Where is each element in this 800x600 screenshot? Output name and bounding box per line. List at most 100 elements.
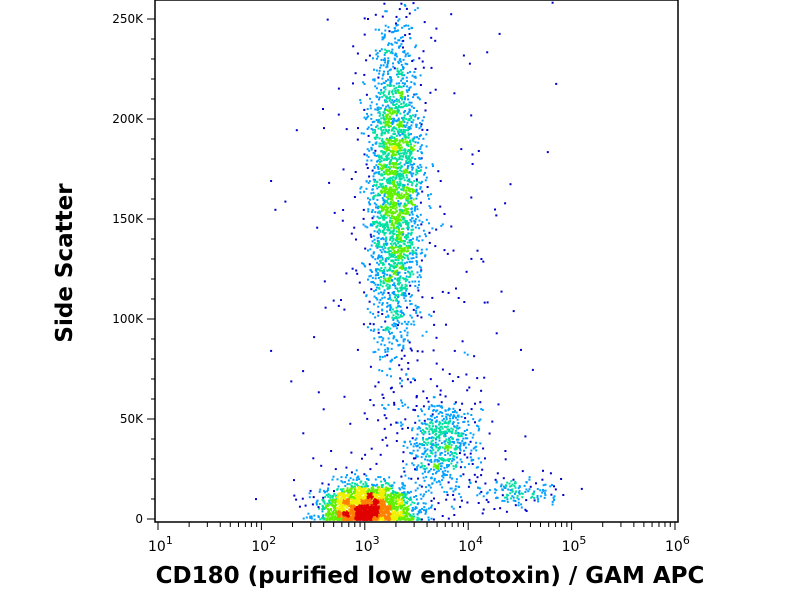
- density-point: [384, 152, 387, 155]
- density-point: [350, 494, 353, 497]
- density-point: [396, 296, 399, 299]
- density-point: [395, 15, 398, 18]
- density-point: [328, 516, 331, 519]
- density-point: [410, 207, 413, 210]
- density-point: [388, 90, 391, 93]
- density-point: [408, 178, 411, 181]
- density-point: [413, 93, 416, 96]
- density-point: [384, 512, 387, 515]
- density-point: [377, 331, 380, 334]
- density-point: [327, 483, 330, 486]
- density-point: [405, 238, 408, 241]
- density-point: [373, 282, 376, 284]
- density-point: [378, 185, 380, 188]
- density-point: [414, 206, 417, 208]
- density-point: [321, 510, 324, 513]
- density-point: [349, 488, 352, 491]
- density-point: [397, 234, 400, 237]
- density-point: [398, 487, 401, 490]
- density-point: [421, 239, 424, 242]
- density-point: [347, 495, 350, 497]
- density-point: [371, 209, 374, 211]
- density-point: [332, 506, 335, 509]
- density-point: [385, 97, 388, 100]
- density-point: [405, 160, 408, 163]
- density-point: [445, 416, 448, 418]
- density-point: [387, 489, 390, 492]
- density-point: [401, 36, 404, 39]
- density-point: [390, 31, 393, 34]
- density-point: [381, 38, 384, 41]
- density-point: [389, 79, 392, 82]
- density-point: [417, 117, 420, 119]
- density-point: [430, 315, 433, 318]
- density-point: [352, 517, 355, 520]
- density-point: [387, 229, 390, 232]
- density-point: [406, 157, 409, 160]
- density-point: [408, 299, 411, 302]
- density-point: [395, 187, 398, 190]
- density-point: [395, 186, 397, 189]
- density-point: [413, 162, 416, 165]
- density-point: [393, 250, 396, 253]
- density-point: [395, 306, 398, 309]
- density-point: [433, 497, 435, 500]
- density-point: [329, 508, 332, 510]
- density-point: [388, 99, 391, 102]
- density-point: [380, 238, 383, 241]
- density-point: [394, 317, 397, 319]
- density-point: [385, 500, 388, 502]
- density-point: [419, 157, 422, 160]
- density-point: [405, 157, 408, 160]
- density-point: [376, 510, 379, 513]
- density-point: [356, 483, 358, 486]
- density-point: [385, 518, 388, 521]
- density-point: [373, 120, 376, 123]
- density-point: [373, 184, 376, 187]
- density-point: [384, 29, 387, 32]
- density-point: [387, 503, 390, 506]
- density-point: [387, 188, 390, 191]
- density-point: [395, 297, 398, 300]
- density-point: [412, 257, 415, 260]
- density-point: [391, 99, 394, 102]
- density-point: [382, 64, 385, 67]
- density-point: [386, 191, 389, 193]
- density-point: [393, 282, 396, 285]
- density-point: [388, 276, 391, 279]
- density-point: [405, 275, 408, 278]
- density-point: [392, 162, 394, 165]
- density-point: [358, 499, 361, 502]
- density-point: [425, 235, 427, 238]
- density-point: [414, 9, 417, 12]
- density-point: [396, 235, 399, 238]
- density-point: [411, 146, 414, 149]
- density-point: [387, 258, 390, 260]
- density-point: [411, 139, 414, 142]
- density-point: [375, 511, 378, 514]
- density-point: [374, 85, 377, 88]
- density-point: [383, 344, 386, 347]
- density-point: [388, 188, 391, 191]
- density-point: [318, 507, 321, 510]
- density-point: [397, 111, 399, 114]
- density-point: [380, 506, 383, 509]
- density-point: [379, 518, 382, 521]
- density-point: [370, 515, 373, 518]
- density-point: [373, 502, 375, 505]
- density-point: [381, 130, 384, 133]
- density-point: [389, 83, 392, 86]
- density-point: [382, 238, 385, 241]
- density-point: [386, 518, 389, 521]
- density-point: [388, 280, 391, 283]
- density-point: [411, 427, 414, 430]
- density-point: [397, 499, 400, 502]
- density-point: [340, 508, 343, 511]
- density-point: [422, 50, 425, 53]
- density-point: [383, 70, 385, 73]
- density-point: [396, 100, 399, 103]
- density-point: [413, 323, 416, 326]
- density-point: [398, 73, 400, 76]
- density-point: [358, 494, 361, 497]
- density-point: [414, 506, 417, 509]
